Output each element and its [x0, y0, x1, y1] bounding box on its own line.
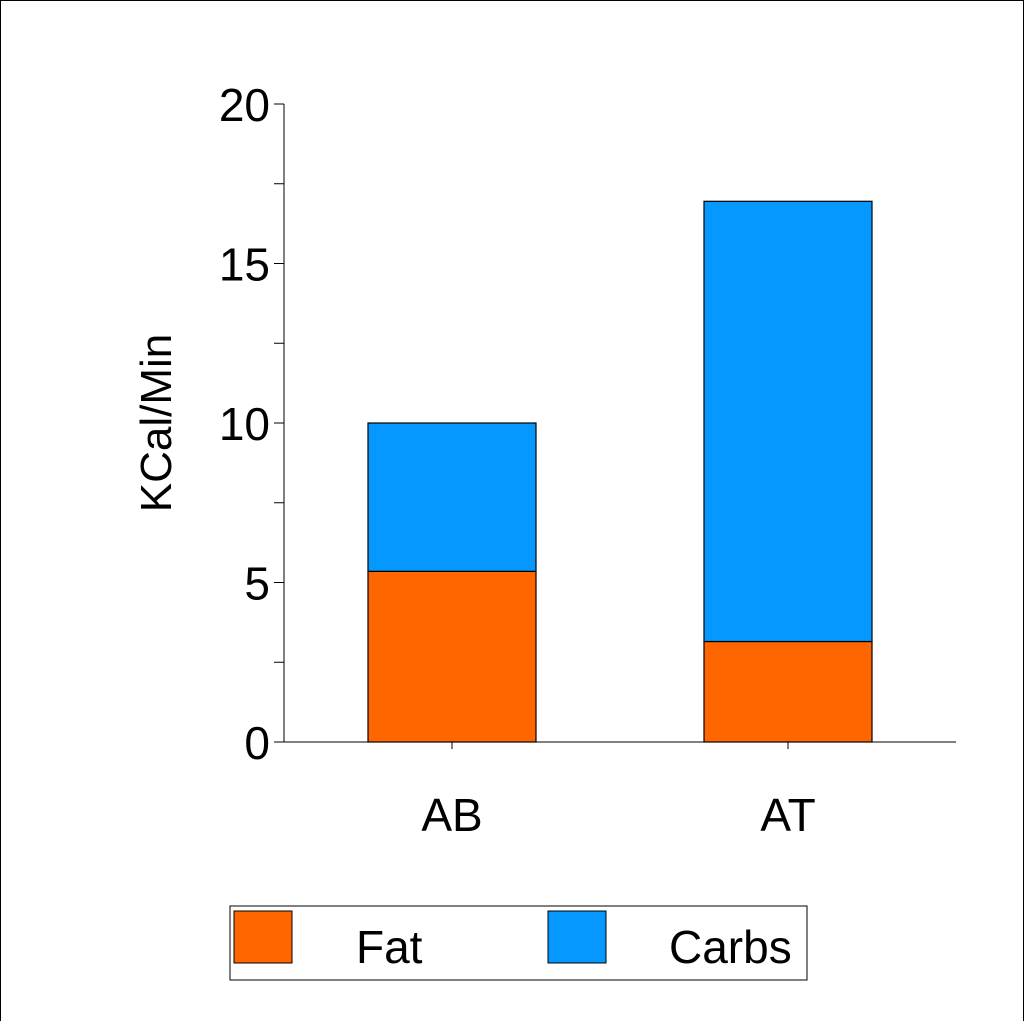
y-tick-label: 5: [244, 558, 270, 610]
bars-layer: [367, 200, 873, 743]
x-tick-label-at: AT: [760, 789, 815, 841]
x-tick-label-ab: AB: [421, 789, 482, 841]
bar-at-carbs: [703, 200, 873, 643]
legend-label-carbs: Carbs: [669, 921, 792, 973]
legend-box: [229, 905, 808, 981]
y-tick-label: 15: [219, 239, 270, 291]
bar-ab-fat: [367, 570, 537, 743]
y-axis-label: KCal/Min: [132, 334, 181, 513]
legend-swatch-carbs: [547, 910, 607, 964]
legend: Fat Carbs: [229, 905, 808, 981]
legend-label-fat: Fat: [356, 921, 423, 973]
y-tick-label: 0: [244, 717, 270, 769]
bar-ab-carbs: [367, 422, 537, 572]
y-tick-label: 20: [219, 79, 270, 131]
axes-layer: AB AT 0 5 10 15 20: [219, 79, 956, 841]
bar-at-fat: [703, 640, 873, 743]
legend-swatch-fat: [233, 910, 293, 964]
y-tick-label: 10: [219, 398, 270, 450]
